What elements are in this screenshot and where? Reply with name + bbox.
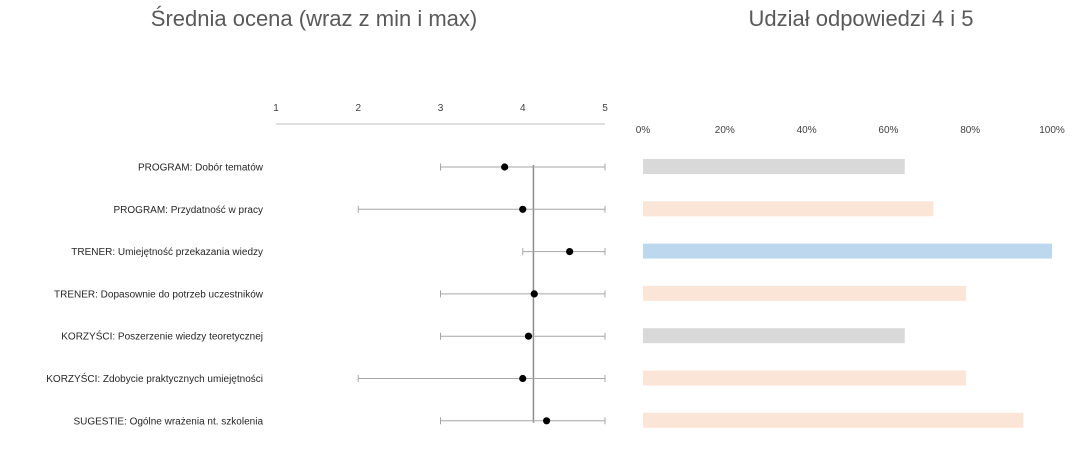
left-x-tick-label: 3 xyxy=(438,103,444,114)
left-x-tick-label: 4 xyxy=(520,103,526,114)
share-bar xyxy=(643,412,1024,428)
right-x-tick-label: 60% xyxy=(878,125,898,136)
mean-point xyxy=(530,290,538,298)
right-chart-title: Udział odpowiedzi 4 i 5 xyxy=(748,6,973,31)
mean-point xyxy=(524,332,533,340)
share-bar xyxy=(643,370,967,386)
right-chart-plot: 0% 20% 40% 60% 80% 100% xyxy=(636,125,1065,428)
mean-point xyxy=(519,374,527,383)
category-label: SUGESTIE: Ogólne wrażenia nt. szkolenia xyxy=(73,416,263,427)
category-label: TRENER: Umiejętność przekazania wiedzy xyxy=(71,247,263,258)
left-chart-plot: 1 2 3 4 5 PROGRAM: Dobór tematów PROGRAM: Przy… xyxy=(46,103,608,427)
left-x-tick-label: 1 xyxy=(273,103,279,114)
share-bar xyxy=(643,201,934,217)
mean-point xyxy=(519,205,527,213)
category-label: TRENER: Dopasownie do potrzeb uczestnikó… xyxy=(54,289,264,300)
right-x-tick-label: 100% xyxy=(1039,125,1065,136)
category-label: KORZYŚCI: Zdobycie praktycznych umiejętn… xyxy=(46,372,263,385)
category-label: KORZYŚCI: Poszerzenie wiedzy teoretyczne… xyxy=(61,330,263,343)
right-x-tick-label: 40% xyxy=(797,125,817,136)
mean-point xyxy=(566,248,574,256)
mean-point xyxy=(543,417,551,425)
share-bar xyxy=(643,243,1052,259)
left-x-tick-label: 5 xyxy=(602,103,608,114)
right-x-tick-label: 80% xyxy=(960,125,980,136)
right-x-tick-label: 20% xyxy=(715,125,735,136)
category-label: PROGRAM: Dobór tematów xyxy=(138,163,264,174)
right-x-tick-label: 0% xyxy=(636,125,651,136)
share-bar xyxy=(643,328,905,344)
left-x-tick-label: 2 xyxy=(355,103,361,114)
left-chart-title: Średnia ocena (wraz z min i max) xyxy=(151,6,477,31)
mean-point xyxy=(501,163,509,171)
share-bar xyxy=(643,285,967,301)
share-bar xyxy=(643,159,905,174)
category-label: PROGRAM: Przydatność w pracy xyxy=(114,205,263,216)
